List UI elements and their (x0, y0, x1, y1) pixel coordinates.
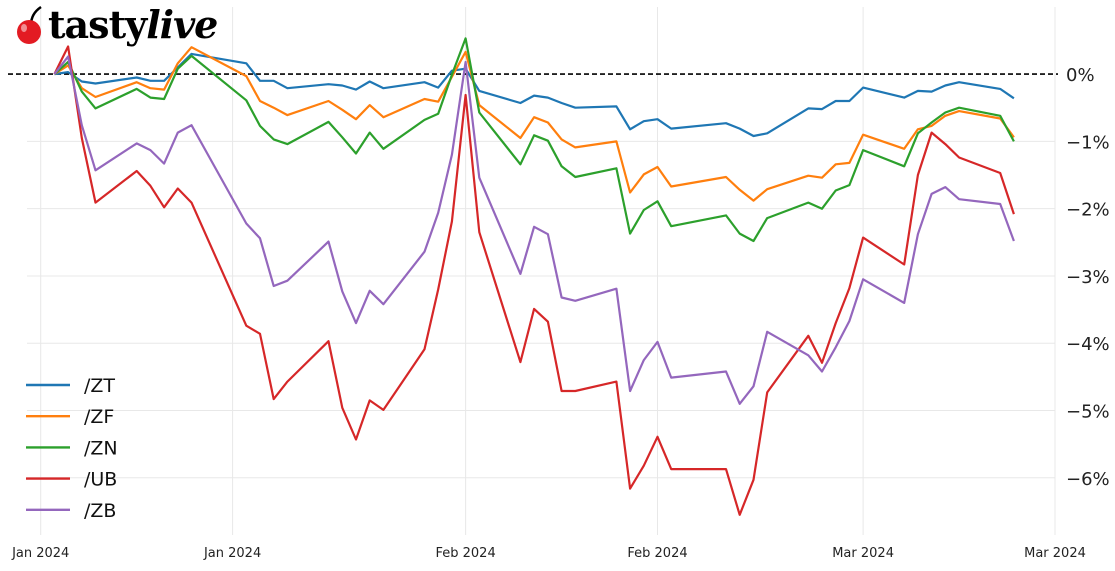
legend-item: /ZT (26, 375, 115, 397)
y-tick-label: −4% (1066, 334, 1110, 355)
legend-item: /ZF (26, 406, 114, 428)
series-line-zb (53, 55, 1015, 405)
series-line-zf (53, 46, 1015, 202)
y-tick-label: −6% (1066, 469, 1110, 490)
y-tick-label: −5% (1066, 402, 1110, 423)
series-line-zt (54, 52, 1015, 138)
x-tick-label: Mar 2024 (832, 546, 894, 561)
legend-item: /UB (26, 469, 117, 491)
x-axis: Jan 2024 Jan 2024 Feb 2024 Feb 2024 Mar 2024… (11, 546, 1086, 561)
series-lines (53, 37, 1015, 516)
legend-item: /ZN (26, 437, 118, 459)
series-line-ub (53, 45, 1015, 516)
x-tick-label: Mar 2024 (1024, 546, 1086, 561)
legend-label: /ZF (84, 406, 114, 428)
x-tick-label: Jan 2024 (11, 546, 69, 561)
y-tick-label: 0% (1066, 65, 1095, 86)
y-tick-label: −3% (1066, 267, 1110, 288)
x-tick-label: Feb 2024 (435, 546, 495, 561)
legend-item: /ZB (26, 500, 116, 522)
y-axis: 0% −1% −2% −3% −4% −5% −6% (1066, 65, 1110, 490)
x-tick-label: Feb 2024 (627, 546, 687, 561)
logo-wordmark: tastylive (48, 2, 218, 47)
y-tick-label: −1% (1066, 132, 1110, 153)
x-tick-label: Jan 2024 (203, 546, 261, 561)
legend: /ZT/ZF/ZN/UB/ZB (26, 375, 118, 522)
legend-label: /ZT (84, 375, 115, 397)
series-line-zn (53, 37, 1015, 243)
legend-label: /ZN (84, 437, 118, 459)
grid (8, 7, 1058, 535)
y-tick-label: −2% (1066, 200, 1110, 221)
tastylive-logo: tastylive (14, 2, 218, 47)
cherry-icon (17, 5, 42, 44)
legend-label: /ZB (84, 500, 116, 522)
legend-label: /UB (84, 469, 117, 491)
